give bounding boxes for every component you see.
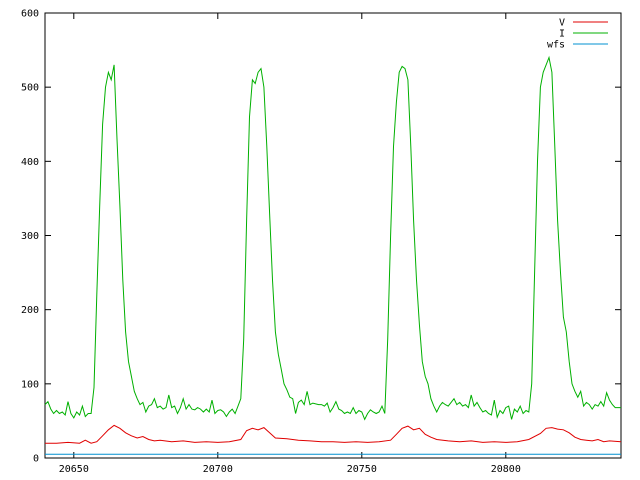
x-axis: 20650 20700 20750 20800: [59, 13, 521, 475]
y-tick-label: 100: [21, 379, 39, 390]
x-tick-label: 20700: [203, 464, 233, 475]
y-tick-label: 600: [21, 9, 39, 20]
series-line-v: [45, 424, 622, 444]
legend-label-i: I: [559, 29, 565, 40]
legend-label-wfs: wfs: [547, 40, 565, 51]
y-tick-label: 0: [33, 454, 39, 465]
y-tick-label: 300: [21, 231, 39, 242]
series-layer: [44, 55, 622, 455]
x-tick-label: 20650: [59, 464, 89, 475]
legend-label-v: V: [559, 18, 565, 29]
y-tick-label: 200: [21, 305, 39, 316]
series-line-i: [44, 55, 621, 421]
x-tick-label: 20750: [347, 464, 377, 475]
y-tick-label: 400: [21, 157, 39, 168]
plot-frame: [44, 12, 622, 459]
x-tick-label: 20800: [491, 464, 521, 475]
y-axis: 0 100 200 300 400 500 600: [21, 9, 621, 465]
y-tick-label: 500: [21, 83, 39, 94]
